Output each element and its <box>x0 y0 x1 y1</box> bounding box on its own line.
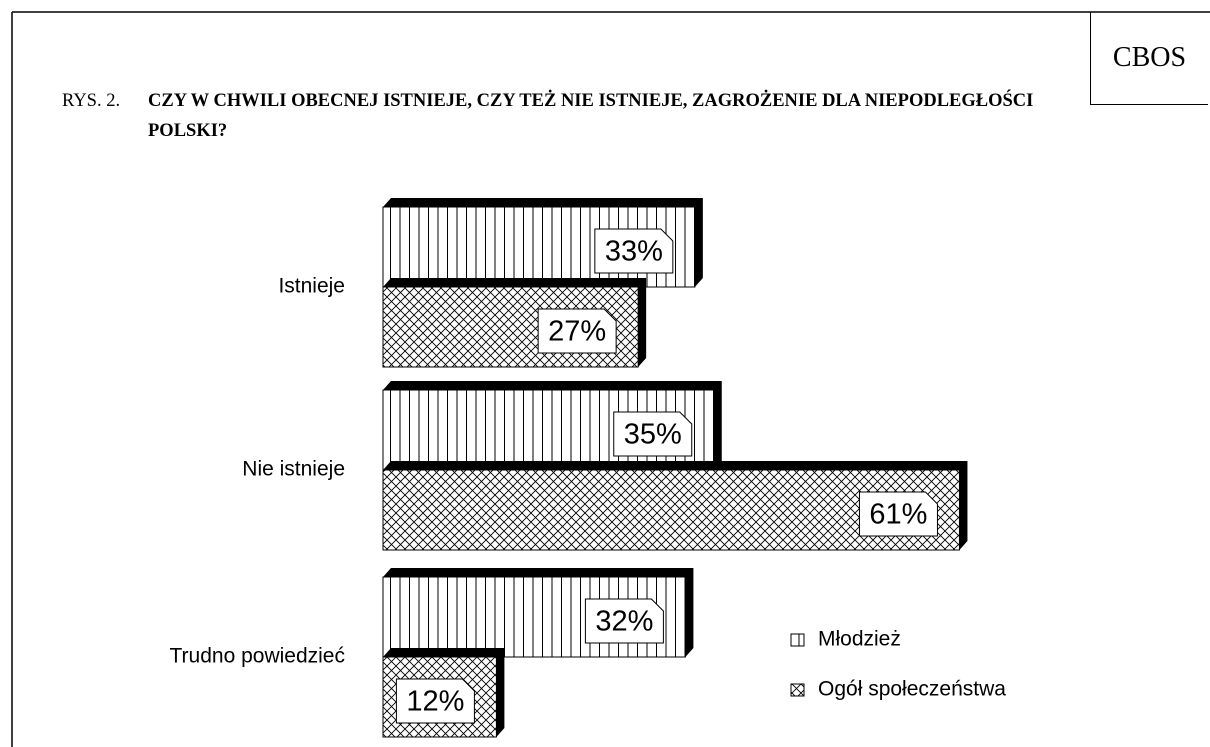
category-label: Nie istnieje <box>242 458 345 481</box>
value-label-box <box>594 228 674 274</box>
value-label: 32% <box>595 606 653 638</box>
legend-label: Młodzież <box>818 628 901 651</box>
legend-swatch <box>790 633 805 647</box>
value-label: 12% <box>406 686 464 718</box>
category-label: Istnieje <box>278 275 345 298</box>
chart-title: CZY W CHWILI OBECNEJ ISTNIEJE, CZY TEŻ N… <box>148 91 1034 141</box>
category-label: Trudno powiedzieć <box>170 645 346 668</box>
value-label: 27% <box>548 316 606 348</box>
value-label: 33% <box>605 236 663 268</box>
value-label-box <box>858 491 938 537</box>
value-label: 61% <box>869 499 927 531</box>
legend-swatch <box>790 683 805 697</box>
value-label-box <box>613 411 693 457</box>
value-label-box <box>584 598 664 644</box>
title-block: RYS. 2. CZY W CHWILI OBECNEJ ISTNIEJE, C… <box>62 86 1088 146</box>
value-label-box <box>395 678 475 724</box>
figure-label: RYS. 2. <box>62 91 121 111</box>
source-box: CBOS <box>1090 12 1208 105</box>
value-label-box <box>537 308 617 354</box>
value-label: 35% <box>624 419 682 451</box>
legend-label: Ogół społeczeństwa <box>818 678 1006 701</box>
